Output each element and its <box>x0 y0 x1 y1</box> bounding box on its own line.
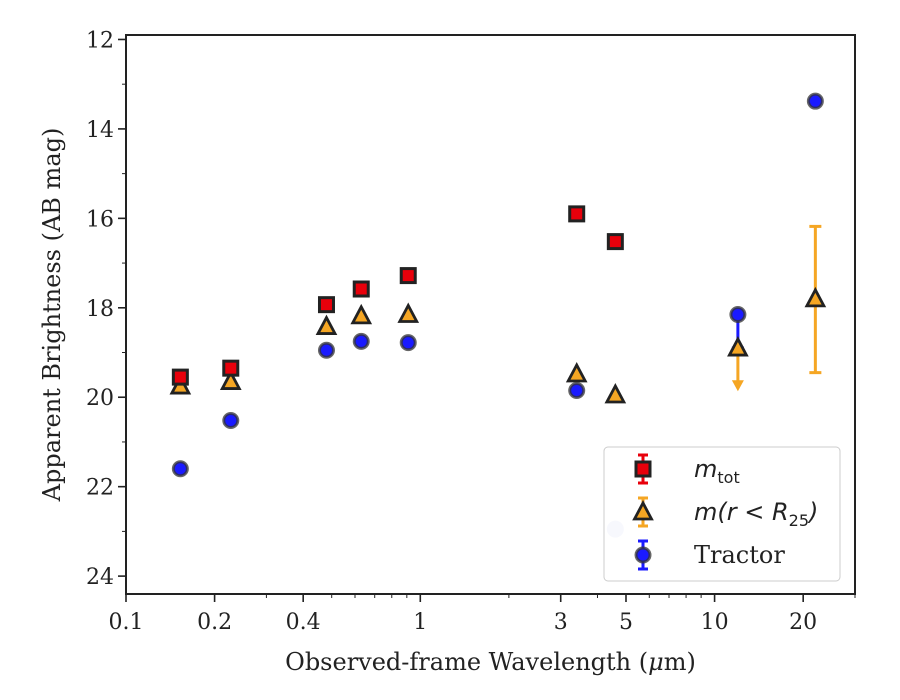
tractor-point <box>317 341 335 359</box>
tractor-point <box>171 460 189 478</box>
tractor-point <box>568 382 586 400</box>
m_r25-point <box>397 302 420 323</box>
legend-item-tractor: Tractor <box>634 539 785 571</box>
plot-frame <box>125 34 856 595</box>
x-tick-label: 1 <box>413 610 427 635</box>
m_tot-point <box>171 368 189 386</box>
x-axis-title-suffix: m) <box>664 648 696 676</box>
tractor-point <box>806 92 824 110</box>
legend-triangle-marker <box>632 500 654 521</box>
legend-label-base: m <box>694 455 717 483</box>
m_r25-point <box>315 314 338 335</box>
x-tick-label: 5 <box>619 610 633 635</box>
legend-label-tractor: Tractor <box>694 541 785 569</box>
m_tot-point <box>606 233 624 251</box>
x-tick-label: 10 <box>701 610 729 635</box>
tractor-point <box>399 334 417 352</box>
x-tick-label: 0.2 <box>197 610 232 635</box>
legend-item-m_r25: m(r < R25) <box>632 496 818 530</box>
m_r25-point <box>604 383 627 404</box>
ticks-layer: 12 14 16 18 20 22 24 0.1 0.2 0.4 1 3 5 10 20 <box>86 28 856 635</box>
x-axis-title: Observed-frame Wavelength (μm) <box>285 648 696 676</box>
x-axis-title-mu: μ <box>648 648 664 676</box>
m_tot-point <box>568 205 586 223</box>
x-tick-label: 3 <box>554 610 568 635</box>
legend-items: mtot m(r < R25) Tractor <box>632 453 818 571</box>
tractor-point <box>729 306 747 323</box>
y-tick-label: 12 <box>86 28 114 53</box>
x-axis-title-prefix: Observed-frame Wavelength ( <box>285 648 648 676</box>
legend-label-subscript: 25 <box>789 511 809 530</box>
m_tot-point <box>352 280 370 298</box>
m_r25-point <box>565 361 588 383</box>
m_r25-point <box>219 369 242 390</box>
m_r25-point <box>804 286 827 308</box>
x-tick-label: 20 <box>789 610 817 635</box>
legend-label-m_tot: mtot <box>694 455 740 487</box>
legend-label-m_r25: m(r < R25) <box>694 498 818 530</box>
legend-square-marker <box>634 460 652 478</box>
x-tick-label: 0.4 <box>286 610 321 635</box>
y-tick-label: 20 <box>86 386 114 411</box>
y-tick-label: 18 <box>86 297 114 322</box>
y-tick-label: 22 <box>86 476 114 501</box>
m_r25-point <box>350 303 373 325</box>
y-axis-title: Apparent Brightness (AB mag) <box>38 128 66 503</box>
y-tick-label: 16 <box>86 207 114 232</box>
series-layer <box>169 92 827 538</box>
tractor-point <box>222 411 240 429</box>
y-tick-label: 24 <box>86 565 114 590</box>
m_tot-point <box>222 359 240 377</box>
legend-label-base: m(r < R <box>694 498 789 526</box>
upper-limit-arrowhead <box>731 380 744 392</box>
m_tot-point <box>399 267 417 285</box>
m_r25-point <box>727 336 749 357</box>
m_tot-point <box>317 296 335 314</box>
legend-circle-marker <box>634 546 652 564</box>
legend: mtot m(r < R25) Tractor <box>603 446 841 582</box>
legend-box <box>603 446 841 582</box>
tractor-point <box>352 332 370 350</box>
y-tick-label: 14 <box>86 118 114 143</box>
legend-item-m_tot: mtot <box>634 453 740 487</box>
legend-label-subscript: tot <box>717 468 739 487</box>
legend-label-close: ) <box>807 498 818 526</box>
x-tick-label: 0.1 <box>109 610 144 635</box>
